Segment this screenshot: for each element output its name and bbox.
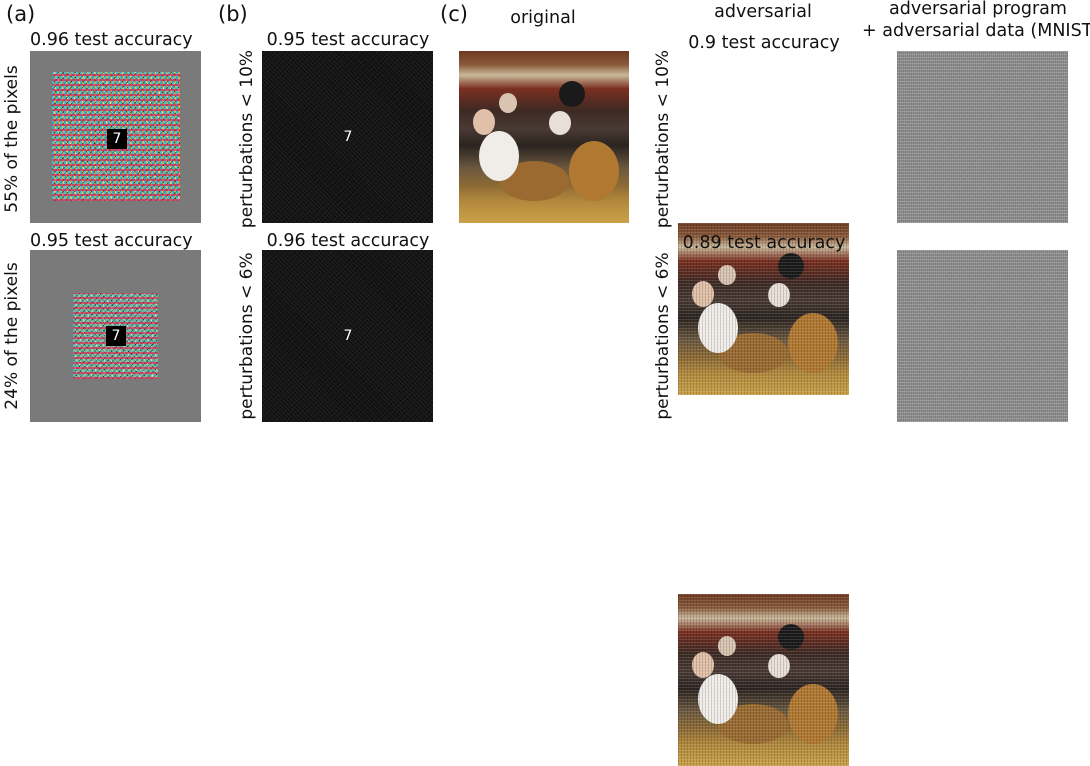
panel-c-adversarial-top-image xyxy=(678,223,849,395)
panel-a-bottom-digit: 7 xyxy=(106,326,126,346)
panel-label-c: (c) xyxy=(440,2,468,26)
panel-c-adv-top-title: 0.9 test accuracy xyxy=(688,33,840,53)
panel-c-adversarial-bottom-image xyxy=(678,594,849,766)
panel-c-col-adversarial: adversarial xyxy=(714,2,812,22)
panel-a-bottom-side-label: 24% of the pixels xyxy=(2,262,22,410)
panel-c-adv-bottom-title: 0.89 test accuracy xyxy=(682,233,846,253)
panel-label-b: (b) xyxy=(218,2,248,26)
panel-a-top-digit: 7 xyxy=(107,129,127,149)
panel-c-program-top-image xyxy=(897,51,1068,223)
panel-b-bottom-side-label: perturbations < 6% xyxy=(237,252,257,420)
panel-a-top-side-label: 55% of the pixels xyxy=(2,65,22,213)
panel-c-original-image xyxy=(459,51,629,223)
panel-c-program-bottom-image xyxy=(897,250,1068,422)
panel-b-bottom-digit: 7 xyxy=(343,328,353,344)
panel-a-bottom-image: 7 xyxy=(30,250,201,422)
panel-c-col-program-line2: + adversarial data (MNIST xyxy=(862,21,1090,41)
panel-b-top-title: 0.95 test accuracy xyxy=(266,30,430,50)
panel-a-bottom-title: 0.95 test accuracy xyxy=(30,231,193,251)
panel-a-top-title: 0.96 test accuracy xyxy=(30,30,193,50)
panel-c-col-original: original xyxy=(510,8,576,28)
panel-c-bottom-side-label: perturbations < 6% xyxy=(653,252,673,420)
panel-b-top-image: 7 xyxy=(262,51,433,223)
panel-b-top-side-label: perturbations < 10% xyxy=(237,49,257,229)
panel-c-col-program-line1: adversarial program xyxy=(889,0,1067,19)
panel-b-top-digit: 7 xyxy=(343,129,353,145)
panel-a-top-image: 7 xyxy=(30,51,201,223)
panel-b-bottom-title: 0.96 test accuracy xyxy=(266,231,430,251)
panel-b-bottom-image: 7 xyxy=(262,250,433,422)
panel-label-a: (a) xyxy=(6,2,36,26)
panel-c-top-side-label: perturbations < 10% xyxy=(653,49,673,229)
